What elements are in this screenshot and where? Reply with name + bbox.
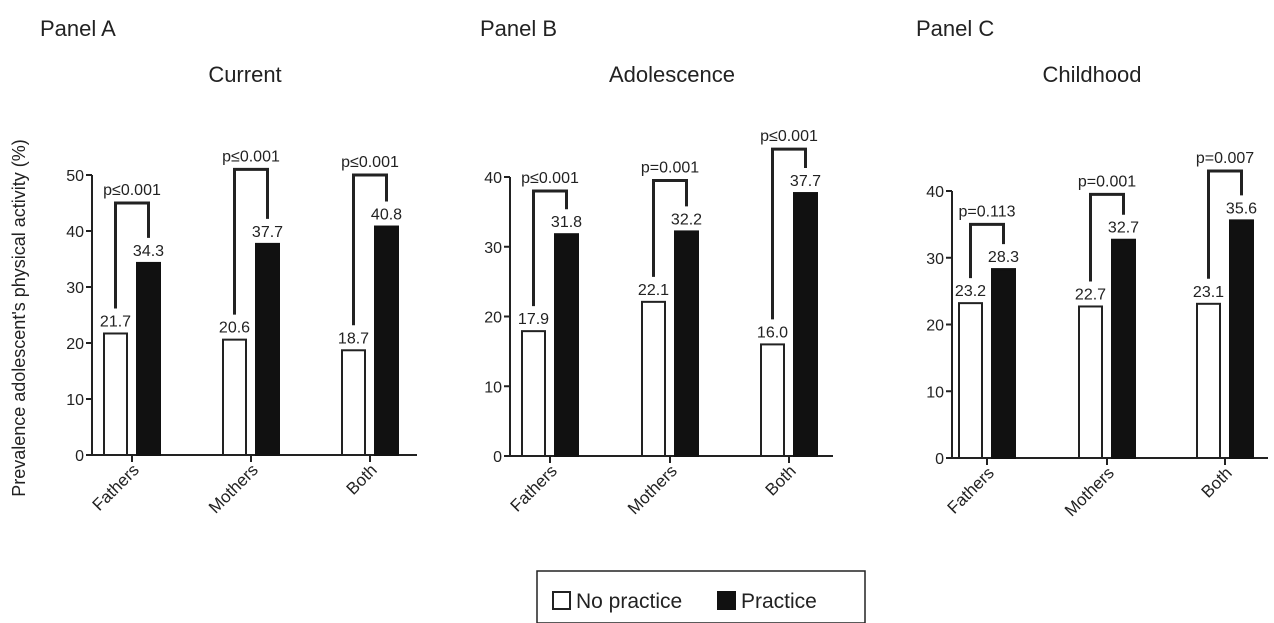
value-label-no-practice: 22.1 [638, 282, 669, 299]
bar-practice [991, 268, 1016, 459]
legend-box [536, 570, 866, 623]
category-label: Both [343, 460, 381, 498]
value-label-no-practice: 16.0 [757, 324, 788, 341]
y-tick-label: 10 [66, 392, 84, 409]
significance-bracket [114, 201, 150, 309]
legend-swatch-practice [717, 591, 736, 610]
p-value-label: p=0.001 [1078, 173, 1136, 190]
significance-bracket [652, 178, 688, 277]
y-tick-label: 40 [66, 224, 84, 241]
bar-no-practice [521, 330, 546, 457]
y-tick-label: 30 [66, 280, 84, 297]
value-label-practice: 28.3 [988, 249, 1019, 266]
category-label: Mothers [624, 461, 681, 518]
chart-panel-2: Panel B Adolescence 0 10 20 30 40 17.9 31.8 p≤0.0… [480, 16, 833, 518]
value-label-practice: 35.6 [1226, 200, 1257, 217]
y-tick-label: 0 [493, 449, 502, 466]
p-value-label: p≤0.001 [222, 148, 280, 165]
category-label: Mothers [1061, 463, 1118, 520]
bar-no-practice [958, 302, 983, 460]
bar-no-practice [103, 332, 128, 457]
legend-swatch-no-practice [552, 591, 571, 610]
value-label-practice: 37.7 [252, 224, 283, 241]
panel-label: Panel A [40, 16, 116, 41]
legend: No practice Practice [536, 570, 866, 623]
legend-label-no-practice: No practice [576, 590, 682, 613]
chart-title: Adolescence [609, 62, 735, 87]
legend-label-practice: Practice [741, 590, 817, 613]
value-label-no-practice: 22.7 [1075, 286, 1106, 303]
bar-practice [1229, 219, 1254, 459]
significance-bracket [1089, 192, 1125, 282]
bar-practice [1111, 238, 1136, 459]
y-tick-label: 0 [935, 451, 944, 468]
bar-no-practice [222, 338, 247, 457]
chart-panel-1: Panel A Current 0 10 20 30 40 50 21.7 34.3 p≤0.001… [40, 16, 417, 517]
y-tick-label: 20 [484, 310, 502, 327]
chart-title: Childhood [1042, 62, 1141, 87]
p-value-label: p=0.007 [1196, 150, 1254, 167]
bar-practice [674, 230, 699, 457]
bar-practice [136, 261, 161, 457]
significance-bracket [532, 189, 568, 307]
value-label-practice: 31.8 [551, 214, 582, 231]
panel-label: Panel C [916, 16, 994, 41]
significance-bracket [969, 222, 1005, 279]
significance-bracket [352, 173, 388, 326]
value-label-practice: 32.2 [671, 211, 702, 228]
bar-no-practice [1196, 302, 1221, 459]
category-label: Mothers [205, 460, 262, 517]
y-tick-label: 0 [75, 448, 84, 465]
y-tick-label: 10 [484, 379, 502, 396]
category-label: Both [1198, 463, 1236, 501]
bar-practice [554, 233, 579, 457]
y-axis-title: Prevalence adolescent's physical activit… [9, 139, 29, 497]
bar-no-practice [641, 300, 666, 458]
bar-no-practice [341, 349, 366, 456]
significance-bracket [1207, 169, 1243, 279]
chart-title: Current [208, 62, 281, 87]
bar-practice [793, 192, 818, 457]
category-label: Fathers [944, 463, 998, 517]
y-tick-label: 20 [66, 336, 84, 353]
value-label-no-practice: 20.6 [219, 320, 250, 337]
value-label-practice: 37.7 [790, 173, 821, 190]
category-label: Both [762, 461, 800, 499]
value-label-practice: 34.3 [133, 243, 164, 260]
significance-bracket [233, 167, 269, 315]
category-label: Fathers [507, 461, 561, 515]
bar-practice [374, 225, 399, 456]
y-tick-label: 30 [926, 251, 944, 268]
value-label-no-practice: 21.7 [100, 313, 131, 330]
y-tick-label: 20 [926, 318, 944, 335]
p-value-label: p≤0.001 [760, 128, 818, 145]
panels: Panel A Current 0 10 20 30 40 50 21.7 34.3 p≤0.001… [40, 16, 1268, 520]
p-value-label: p=0.001 [641, 159, 699, 176]
y-tick-label: 30 [484, 240, 502, 257]
p-value-label: p≤0.001 [521, 170, 579, 187]
p-value-label: p≤0.001 [103, 182, 161, 199]
value-label-no-practice: 23.2 [955, 283, 986, 300]
p-value-label: p≤0.001 [341, 154, 399, 171]
value-label-no-practice: 17.9 [518, 311, 549, 328]
value-label-no-practice: 18.7 [338, 330, 369, 347]
value-label-practice: 40.8 [371, 207, 402, 224]
value-label-practice: 32.7 [1108, 220, 1139, 237]
bar-practice [255, 242, 280, 456]
p-value-label: p=0.113 [958, 203, 1015, 220]
bar-no-practice [760, 343, 785, 457]
y-tick-label: 40 [926, 184, 944, 201]
category-label: Fathers [89, 460, 143, 514]
significance-bracket [771, 147, 807, 320]
bar-no-practice [1078, 305, 1103, 460]
y-tick-label: 50 [66, 168, 84, 185]
chart-panel-3: Panel C Childhood 0 10 20 30 40 23.228.3 p=0.113… [916, 16, 1268, 520]
y-tick-label: 10 [926, 384, 944, 401]
y-tick-label: 40 [484, 170, 502, 187]
value-label-no-practice: 23.1 [1193, 284, 1224, 301]
panel-label: Panel B [480, 16, 557, 41]
